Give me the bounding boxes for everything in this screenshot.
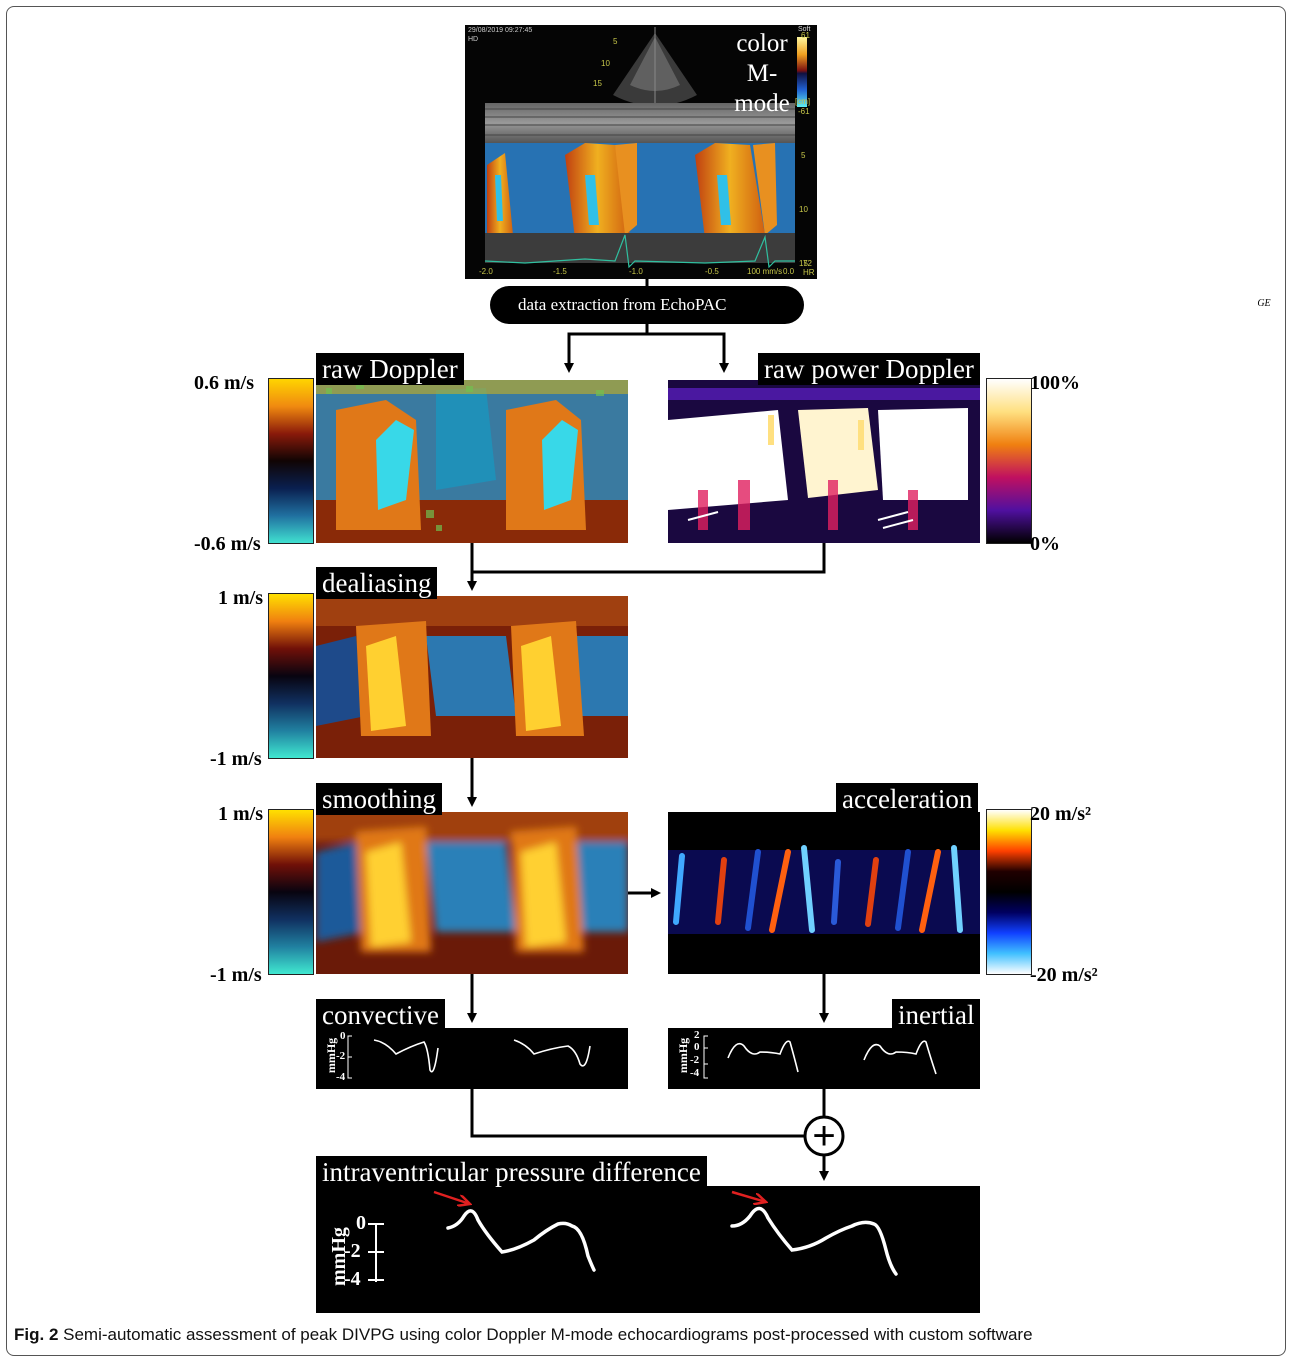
smoothing-colorbar	[268, 809, 314, 975]
inertial-tick-0: 0	[694, 1041, 700, 1053]
echo-sector-mark-10: 10	[601, 59, 610, 68]
echo-sector-mark-15: 15	[593, 79, 602, 88]
convective-trace	[347, 1035, 591, 1079]
smoothing-panel	[316, 812, 628, 974]
echo-time-tick-1: -2.0	[479, 267, 493, 276]
raw-doppler-scale-min: -0.6 m/s	[194, 533, 261, 555]
echo-scale-top: 61	[801, 31, 810, 40]
inertial-trace	[703, 1035, 937, 1079]
inertial-unit: mmHg	[676, 1037, 691, 1074]
convective-panel: mmHg 0 -2 -4	[316, 1028, 628, 1089]
acceleration-scale-min: -20 m/s²	[1030, 964, 1098, 986]
dealiasing-title: dealiasing	[316, 567, 438, 599]
dealiasing-panel	[316, 596, 628, 758]
figure-caption-label: Fig. 2	[14, 1325, 59, 1344]
color-mmode-title-line2: M-mode	[734, 60, 790, 117]
acceleration-scale-max: 20 m/s²	[1030, 803, 1091, 825]
echo-timestamp: 29/08/2019 09:27:45	[468, 27, 533, 34]
color-mmode-image	[484, 27, 807, 269]
ivpd-title: intraventricular pressure difference	[316, 1156, 707, 1188]
raw-doppler-panel	[316, 380, 628, 543]
convective-tick-0: 0	[340, 1030, 346, 1042]
ivpd-tick-neg2: -2	[344, 1240, 361, 1262]
dealiasing-scale-min: -1 m/s	[210, 748, 262, 770]
inertial-panel: mmHg 2 0 -2 -4	[668, 1028, 980, 1089]
ivpd-trace	[368, 1190, 898, 1282]
color-mmode-title-line1: color	[736, 30, 788, 57]
convective-title: convective	[316, 999, 445, 1031]
echo-scale-bottom: -61	[798, 107, 810, 116]
smoothing-title: smoothing	[316, 783, 443, 815]
echo-depth-15: 15	[799, 259, 808, 268]
echo-sweep: 100 mm/s	[747, 267, 783, 276]
smoothing-scale-max: 1 m/s	[218, 803, 263, 825]
smoothing-image	[316, 812, 628, 974]
raw-power-scale-max: 100%	[1030, 372, 1080, 394]
echo-hr-label: HR	[803, 268, 815, 277]
ivpd-tick-0: 0	[356, 1212, 366, 1234]
data-extraction-step: data extraction from EchoPAC GE	[490, 286, 1274, 324]
acceleration-colorbar	[986, 809, 1032, 975]
raw-power-doppler-image	[668, 380, 980, 543]
color-mmode-panel: 29/08/2019 09:27:45 HD Soft 61 -61 [cm] …	[465, 25, 817, 279]
raw-power-doppler-title: raw power Doppler	[758, 353, 980, 385]
echo-soft: Soft	[798, 26, 811, 33]
smoothing-scale-min: -1 m/s	[210, 964, 262, 986]
acceleration-image	[668, 812, 980, 974]
sum-symbol: +	[812, 1114, 836, 1158]
echo-hr-value: 72	[803, 259, 812, 268]
raw-doppler-scale-max: 0.6 m/s	[194, 372, 254, 394]
echo-time-tick-3: -1.0	[629, 267, 643, 276]
convective-tick-neg2: -2	[336, 1050, 346, 1062]
inertial-tick-neg2: -2	[690, 1054, 700, 1066]
dealiasing-colorbar	[268, 593, 314, 759]
raw-power-scale-min: 0%	[1030, 533, 1060, 555]
figure-caption-text: Semi-automatic assessment of peak DIVPG …	[58, 1325, 1033, 1344]
echo-depth-5: 5	[801, 151, 806, 160]
figure-frame	[6, 6, 1286, 1356]
acceleration-panel	[668, 812, 980, 974]
inertial-title: inertial	[892, 999, 981, 1031]
raw-doppler-colorbar	[268, 378, 314, 544]
raw-power-doppler-panel	[668, 380, 980, 543]
color-mmode-title: color M-mode	[723, 29, 801, 119]
echo-unit: [cm]	[795, 97, 811, 106]
dealiasing-scale-max: 1 m/s	[218, 587, 263, 609]
raw-power-colorbar	[986, 378, 1032, 544]
echo-time-tick-4: -0.5	[705, 267, 719, 276]
inertial-tick-neg4: -4	[690, 1067, 700, 1079]
figure-caption: Fig. 2 Semi-automatic assessment of peak…	[14, 1325, 1033, 1345]
echo-sector-mark-5: 5	[613, 37, 618, 46]
ge-logo-icon: GE	[1254, 294, 1274, 314]
echo-depth-10: 10	[799, 205, 808, 214]
echo-mode: HD	[468, 36, 479, 43]
acceleration-title: acceleration	[836, 783, 979, 815]
ivpd-tick-neg4: -4	[344, 1268, 361, 1290]
raw-doppler-title: raw Doppler	[316, 353, 464, 385]
ivpd-panel: mmHg 0 -2 -4	[316, 1186, 980, 1313]
dealiasing-image	[316, 596, 628, 758]
convective-tick-neg4: -4	[336, 1071, 346, 1083]
echo-time-tick-5: 0.0	[783, 267, 795, 276]
echo-time-tick-2: -1.5	[553, 267, 567, 276]
data-extraction-label: data extraction from EchoPAC	[518, 295, 727, 314]
raw-doppler-image	[316, 380, 628, 543]
inertial-tick-2: 2	[694, 1029, 700, 1041]
